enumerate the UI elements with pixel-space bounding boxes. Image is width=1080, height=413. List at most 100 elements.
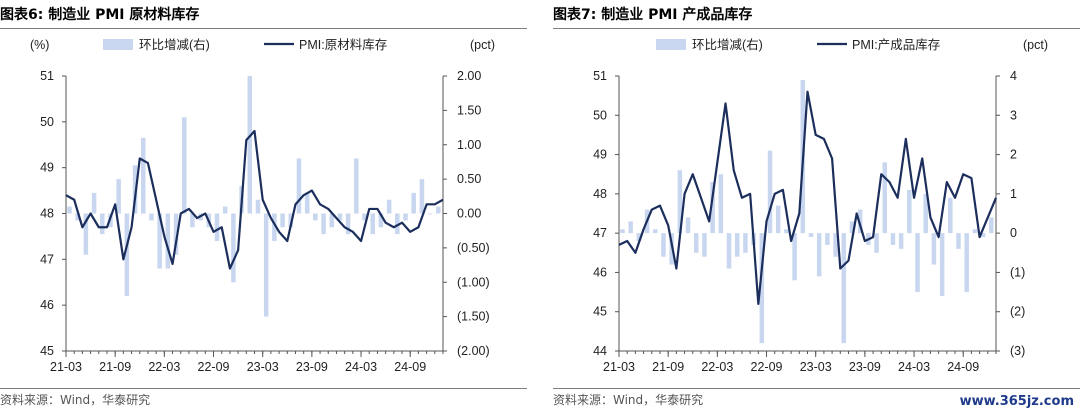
left-tick-label: 48 [40,207,54,221]
bar [939,233,945,296]
right-tick-label: 2 [1010,148,1017,162]
chart-panel-raw-materials: 图表6: 制造业 PMI 原材料库存 51 50 49 48 47 46 45 2.00 1.5… [0,0,527,413]
bar [354,158,359,214]
right-tick-label: 0.50 [457,172,481,186]
left-tick-label: 46 [40,298,54,312]
bar [980,233,986,238]
x-tick-label: 21-09 [652,360,684,374]
legend-label-bar: 环比增减(右) [139,37,210,52]
bar [395,213,400,235]
left-tick-label: 46 [593,265,607,279]
x-tick-label: 21-03 [603,360,635,374]
bar [140,137,146,214]
bar [784,229,789,234]
bar [685,217,691,234]
legend-label-line: PMI:产成品库存 [852,37,940,52]
bar [370,213,375,235]
x-tick-label: 22-09 [751,360,783,374]
x-tick-label: 23-09 [296,360,328,374]
x-tick-label: 24-09 [947,360,979,374]
bar [677,170,683,234]
left-tick-label: 49 [40,161,54,175]
bar [214,213,220,241]
x-tick-label: 21-03 [50,360,82,374]
bar [67,206,72,214]
bar [272,213,277,241]
bar [296,158,302,214]
bar [726,233,732,269]
bar [173,213,179,255]
source-note: 资料来源：Wind，华泰研究 [553,393,704,407]
left-tick-label: 45 [593,305,607,319]
bar [116,179,121,214]
bar [436,206,441,214]
right-tick-label: (0.50) [457,241,490,255]
bar [386,199,392,214]
bar [345,213,351,235]
bar [362,213,367,221]
right-axis-unit: (pct) [1023,38,1048,52]
right-tick-label: (3) [1010,344,1025,358]
legend-swatch-bar [103,39,133,50]
title-rule [553,28,1080,29]
bar [419,179,425,214]
x-tick-label: 22-09 [198,360,230,374]
bar [890,233,896,245]
bar [190,213,195,228]
bar [702,233,707,257]
bar [767,150,773,234]
bar [956,233,961,249]
right-tick-label: 1 [1010,187,1017,201]
bar [841,233,847,344]
bar [280,213,285,228]
bar [329,213,334,228]
bar [734,233,740,257]
left-tick-label: 51 [593,69,607,83]
bar [222,206,228,214]
bar [898,233,904,249]
bar [972,229,978,234]
right-tick-label: 3 [1010,108,1017,122]
x-tick-label: 23-03 [247,360,279,374]
bar [792,233,797,281]
bar [231,213,236,283]
pmi-line [618,90,998,305]
left-tick-label: 50 [40,115,54,129]
bar [710,182,715,234]
left-tick-label: 47 [593,226,607,240]
bar [923,193,928,234]
legend-label-bar: 环比增减(右) [692,37,763,52]
right-axis-unit: (pct) [470,38,495,52]
bar [759,233,765,344]
bar [157,213,162,269]
bar [100,213,105,235]
right-tick-label: (1) [1010,265,1025,279]
right-tick-label: 0.00 [457,207,481,221]
left-tick-label: 51 [40,69,54,83]
left-axis-unit: (%) [30,38,49,52]
bar [83,213,89,255]
bar [693,233,699,253]
bar [149,213,154,221]
bar [337,213,343,221]
legend-label-line: PMI:原材料库存 [299,37,387,52]
right-tick-label: (1.50) [457,310,490,324]
x-tick-label: 24-03 [345,360,377,374]
bar [653,229,658,234]
x-tick-label: 21-09 [99,360,131,374]
watermark: www.365jz.com [959,394,1074,409]
bar [628,221,633,234]
left-tick-label: 49 [593,148,607,162]
right-tick-label: 1.50 [457,103,481,117]
bar [427,213,433,215]
bar [636,233,642,241]
bar [882,162,887,234]
figure-title: 图表7: 制造业 PMI 产成品库存 [553,7,753,23]
bar [255,199,261,214]
left-tick-label: 44 [593,344,607,358]
x-tick-label: 24-09 [394,360,426,374]
bar [403,213,408,221]
x-tick-label: 24-03 [898,360,930,374]
bar [964,233,969,293]
